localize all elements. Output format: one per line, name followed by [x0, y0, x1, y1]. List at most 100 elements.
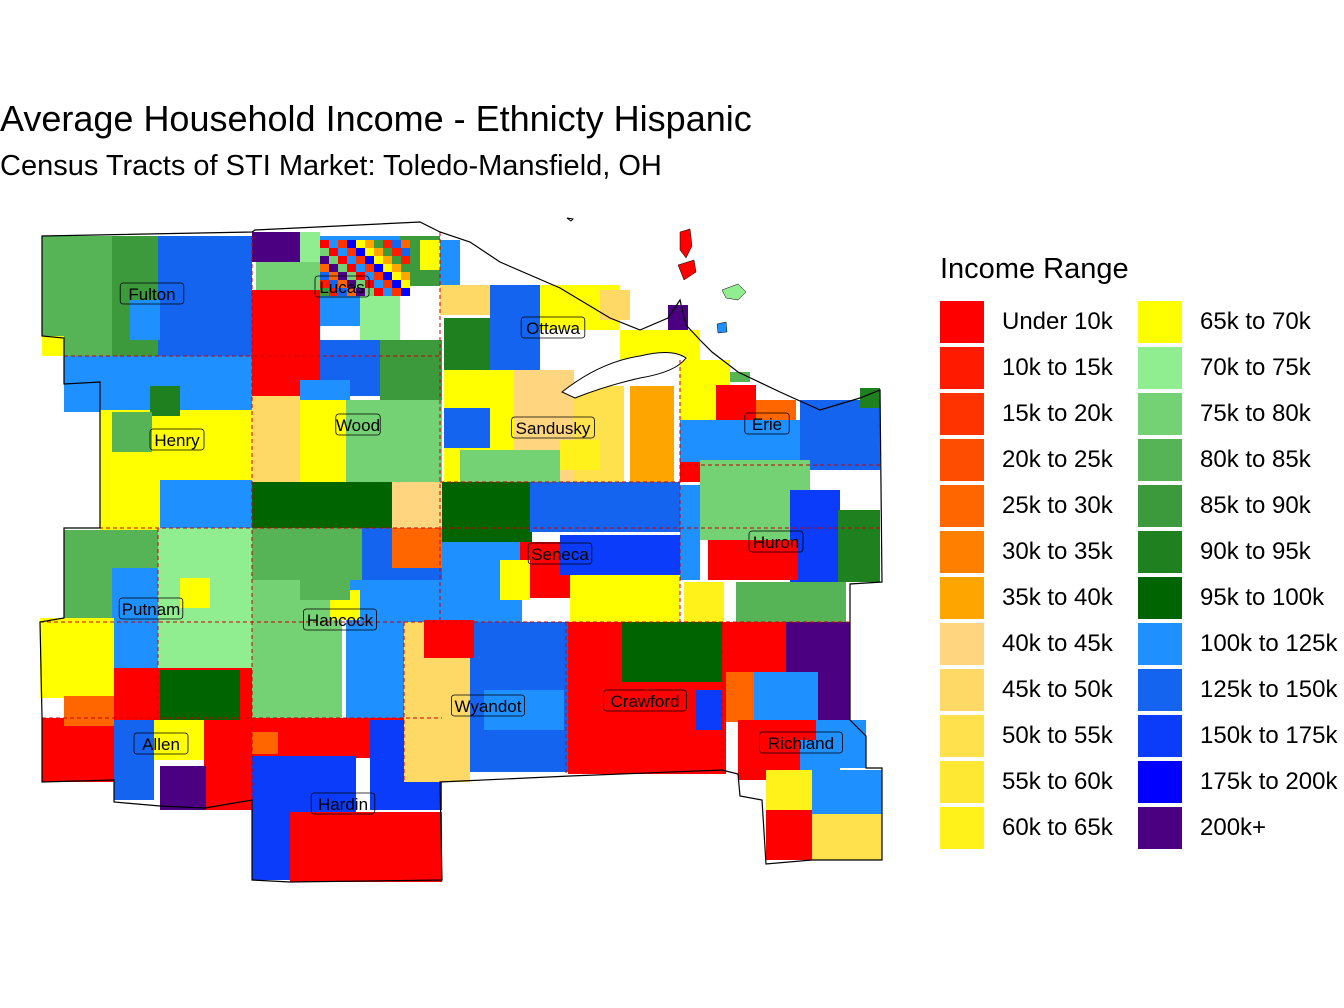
legend-swatch	[1138, 807, 1182, 849]
census-tract	[64, 316, 112, 356]
legend-swatch	[940, 577, 984, 619]
county-label-box	[118, 597, 184, 620]
census-tract	[500, 560, 530, 600]
lake-erie-shoreline	[561, 217, 747, 399]
census-tract	[696, 690, 722, 730]
county-label-text: Seneca	[531, 545, 589, 564]
census-tract	[392, 482, 442, 528]
census-tract	[252, 290, 320, 396]
census-tract	[754, 672, 818, 724]
county-label-lucas: Lucas	[314, 275, 370, 298]
census-tract	[374, 288, 383, 296]
legend-swatch	[940, 439, 984, 481]
census-tract	[252, 482, 392, 528]
county-label-box	[310, 792, 376, 815]
county-label-hancock: Hancock	[302, 608, 377, 631]
legend-label: 30k to 35k	[1002, 538, 1113, 565]
census-tract	[160, 766, 206, 810]
census-tract	[560, 440, 600, 470]
legend-item: 85k to 90k	[1138, 484, 1338, 530]
census-tract	[380, 340, 442, 400]
census-tract	[812, 770, 882, 814]
census-tract	[383, 264, 392, 272]
market-outline	[39, 221, 883, 883]
legend-item: 50k to 55k	[940, 714, 1140, 760]
legend-label: 65k to 70k	[1200, 308, 1311, 335]
census-tract	[346, 400, 442, 482]
census-tract	[130, 300, 160, 340]
census-tract	[708, 540, 798, 580]
legend-swatch	[1138, 301, 1182, 343]
census-tract	[392, 256, 401, 264]
census-tract	[290, 812, 442, 882]
census-tract	[329, 280, 338, 288]
census-tract	[440, 240, 460, 290]
census-tract	[460, 450, 560, 482]
legend-label: 80k to 85k	[1200, 446, 1311, 473]
census-tract	[392, 280, 401, 288]
census-tract	[383, 280, 392, 288]
legend-swatch	[1138, 439, 1182, 481]
census-tract	[684, 582, 724, 622]
census-tract	[812, 814, 882, 860]
county-label-text: Wyandot	[455, 697, 522, 716]
census-tract	[490, 285, 540, 375]
county-label-box	[748, 530, 804, 553]
census-tract	[112, 412, 152, 452]
county-label-text: Wood	[336, 416, 380, 435]
legend-swatch	[1138, 623, 1182, 665]
county-label-box	[335, 413, 381, 436]
census-tract	[383, 240, 392, 248]
census-tract	[252, 232, 302, 262]
census-tract	[374, 240, 383, 248]
county-label-text: Lucas	[319, 278, 364, 297]
legend-swatch	[940, 347, 984, 389]
legend-label: 200k+	[1200, 814, 1267, 841]
census-tract	[374, 256, 383, 264]
legend-item: Under 10k	[940, 300, 1140, 346]
census-tract	[338, 256, 347, 264]
county-label-text: Putnam	[122, 600, 181, 619]
county-label-box	[527, 542, 593, 565]
census-tract	[252, 732, 278, 754]
census-tract	[401, 272, 410, 280]
island-tiny	[566, 217, 575, 222]
census-tract	[356, 264, 365, 272]
legend-item: 100k to 125k	[1138, 622, 1338, 668]
census-tract	[560, 535, 680, 575]
census-tract	[329, 264, 338, 272]
county-label-box	[314, 275, 370, 298]
legend-label: 90k to 95k	[1200, 538, 1311, 565]
legend-label: 100k to 125k	[1200, 630, 1338, 657]
census-tract	[356, 248, 365, 256]
census-tract	[442, 482, 532, 542]
census-tract	[365, 248, 374, 256]
census-tract	[420, 240, 440, 270]
legend-item: 30k to 35k	[940, 530, 1140, 576]
census-tract	[680, 485, 700, 580]
legend-swatch	[940, 761, 984, 803]
legend-item: 55k to 60k	[940, 760, 1140, 806]
county-label-box	[302, 608, 377, 631]
county-label-box	[133, 732, 189, 755]
census-tract	[600, 290, 630, 320]
legend-item: 25k to 30k	[940, 484, 1140, 530]
county-label-text: Crawford	[611, 692, 680, 711]
county-label-text: Allen	[142, 735, 180, 754]
census-tract	[329, 288, 338, 296]
legend-label: 150k to 175k	[1200, 722, 1338, 749]
legend-label: 45k to 50k	[1002, 676, 1113, 703]
census-tract	[356, 288, 365, 296]
census-tract	[374, 272, 383, 280]
county-label-crawford: Crawford	[603, 689, 687, 712]
legend-swatch	[1138, 577, 1182, 619]
census-tract	[401, 248, 410, 256]
census-tract	[365, 256, 374, 264]
census-tract	[622, 622, 722, 682]
county-label-box	[759, 731, 843, 754]
census-tract	[401, 240, 410, 248]
island-west	[679, 228, 693, 259]
county-label-sandusky: Sandusky	[511, 416, 595, 439]
legend-item: 95k to 100k	[1138, 576, 1338, 622]
legend-item: 65k to 70k	[1138, 300, 1338, 346]
